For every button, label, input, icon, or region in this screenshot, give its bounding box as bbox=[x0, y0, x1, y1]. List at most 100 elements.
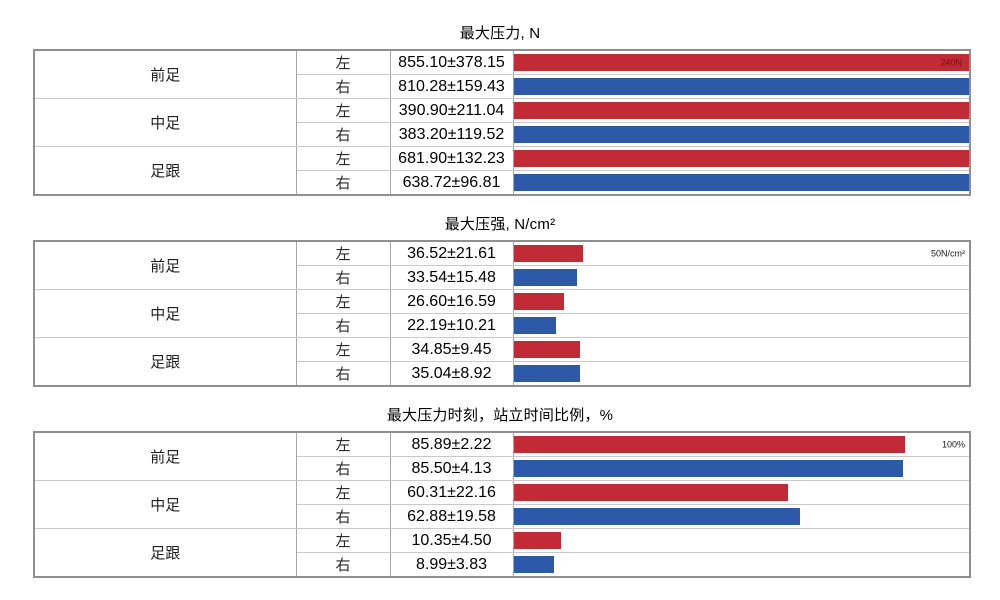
value-cell: 638.72±96.81 bbox=[390, 170, 514, 195]
region-cell: 前足 bbox=[34, 432, 297, 481]
left-pressure-bar bbox=[513, 532, 561, 549]
bar-cell bbox=[513, 337, 971, 362]
bar-cell bbox=[513, 456, 971, 481]
side-cell: 右 bbox=[296, 265, 391, 290]
side-cell: 左 bbox=[296, 241, 391, 266]
side-cell: 左 bbox=[296, 98, 391, 123]
side-cell: 左 bbox=[296, 289, 391, 314]
table-row: 右 810.28±159.43 bbox=[34, 74, 971, 99]
value-cell: 8.99±3.83 bbox=[390, 552, 514, 577]
right-pressure-bar bbox=[513, 460, 903, 477]
left-pressure-bar bbox=[513, 245, 583, 262]
bar-cell bbox=[513, 552, 971, 577]
left-pressure-bar bbox=[513, 293, 564, 310]
table-row: 中足左 390.90±211.04 bbox=[34, 98, 971, 147]
right-pressure-bar bbox=[513, 78, 969, 95]
table-row: 右 8.99±3.83 bbox=[34, 552, 971, 577]
side-cell: 右 bbox=[296, 122, 391, 147]
table-row: 中足左 60.31±22.16 bbox=[34, 480, 971, 529]
value-cell: 855.10±378.15 bbox=[390, 50, 514, 75]
table-row: 右 62.88±19.58 bbox=[34, 504, 971, 529]
side-cell: 右 bbox=[296, 504, 391, 529]
right-pressure-bar bbox=[513, 317, 556, 334]
value-cell: 85.50±4.13 bbox=[390, 456, 514, 481]
bar-cell: 240N bbox=[513, 50, 971, 75]
charts-container: 最大压力, N 前足左 855.10±378.15 240N 右 810.28±159.4… bbox=[0, 22, 1000, 578]
right-pressure-bar bbox=[513, 508, 800, 525]
left-pressure-bar bbox=[513, 341, 580, 358]
value-cell: 390.90±211.04 bbox=[390, 98, 514, 123]
pressure-table: 前足左 855.10±378.15 240N 右 810.28±159.43 中足左 390… bbox=[33, 49, 971, 196]
region-cell: 足跟 bbox=[34, 528, 297, 578]
left-pressure-bar bbox=[513, 102, 969, 119]
value-cell: 810.28±159.43 bbox=[390, 74, 514, 99]
side-cell: 右 bbox=[296, 74, 391, 99]
region-cell: 中足 bbox=[34, 289, 297, 338]
table-row: 右 383.20±119.52 bbox=[34, 122, 971, 147]
bar-cell bbox=[513, 504, 971, 529]
table-row: 右 22.19±10.21 bbox=[34, 313, 971, 338]
bar-cell: 50N/cm² bbox=[513, 241, 971, 266]
value-cell: 85.89±2.22 bbox=[390, 432, 514, 457]
table-row: 前足左 85.89±2.22 100% bbox=[34, 432, 971, 481]
chart-title: 最大压力时刻，站立时间比例，% bbox=[386, 407, 614, 424]
side-cell: 左 bbox=[296, 528, 391, 553]
bar-scale-label: 240N bbox=[940, 57, 962, 67]
bar-scale-label: 50N/cm² bbox=[930, 248, 965, 258]
side-cell: 左 bbox=[296, 432, 391, 457]
side-cell: 右 bbox=[296, 456, 391, 481]
bar-cell bbox=[513, 122, 971, 147]
bar-cell bbox=[513, 98, 971, 123]
value-cell: 22.19±10.21 bbox=[390, 313, 514, 338]
side-cell: 右 bbox=[296, 313, 391, 338]
value-cell: 35.04±8.92 bbox=[390, 361, 514, 386]
bar-cell bbox=[513, 146, 971, 171]
table-row: 足跟左 681.90±132.23 bbox=[34, 146, 971, 196]
table-row: 中足左 26.60±16.59 bbox=[34, 289, 971, 338]
chart-block-1: 最大压力, N 前足左 855.10±378.15 240N 右 810.28±159.4… bbox=[0, 22, 1000, 196]
region-cell: 足跟 bbox=[34, 146, 297, 196]
region-cell: 足跟 bbox=[34, 337, 297, 387]
table-row: 前足左 855.10±378.15 240N bbox=[34, 50, 971, 99]
table-row: 足跟左 10.35±4.50 bbox=[34, 528, 971, 578]
region-cell: 中足 bbox=[34, 98, 297, 147]
value-cell: 36.52±21.61 bbox=[390, 241, 514, 266]
right-pressure-bar bbox=[513, 126, 969, 143]
left-pressure-bar bbox=[513, 436, 905, 453]
side-cell: 右 bbox=[296, 552, 391, 577]
report-page: 最大压力, N 前足左 855.10±378.15 240N 右 810.28±159.4… bbox=[0, 22, 1000, 600]
bar-cell bbox=[513, 480, 971, 505]
table-row: 右 85.50±4.13 bbox=[34, 456, 971, 481]
chart-block-3: 最大压力时刻，站立时间比例，% 前足左 85.89±2.22 100% 右 85.50±4… bbox=[0, 404, 1000, 578]
region-cell: 前足 bbox=[34, 241, 297, 290]
left-pressure-bar bbox=[513, 484, 789, 501]
left-pressure-bar bbox=[513, 54, 969, 71]
bar-cell bbox=[513, 528, 971, 553]
pressure-table: 前足左 85.89±2.22 100% 右 85.50±4.13 中足左 60.31±22.… bbox=[33, 431, 971, 578]
side-cell: 左 bbox=[296, 480, 391, 505]
table-row: 前足左 36.52±21.61 50N/cm² bbox=[34, 241, 971, 290]
bar-cell bbox=[513, 361, 971, 386]
table-row: 右 33.54±15.48 bbox=[34, 265, 971, 290]
side-cell: 左 bbox=[296, 337, 391, 362]
value-cell: 34.85±9.45 bbox=[390, 337, 514, 362]
value-cell: 26.60±16.59 bbox=[390, 289, 514, 314]
region-cell: 中足 bbox=[34, 480, 297, 529]
bar-cell bbox=[513, 313, 971, 338]
value-cell: 62.88±19.58 bbox=[390, 504, 514, 529]
table-row: 右 35.04±8.92 bbox=[34, 361, 971, 386]
side-cell: 左 bbox=[296, 50, 391, 75]
bar-cell: 100% bbox=[513, 432, 971, 457]
bar-cell bbox=[513, 289, 971, 314]
value-cell: 681.90±132.23 bbox=[390, 146, 514, 171]
table-row: 足跟左 34.85±9.45 bbox=[34, 337, 971, 387]
value-cell: 383.20±119.52 bbox=[390, 122, 514, 147]
right-pressure-bar bbox=[513, 365, 580, 382]
region-cell: 前足 bbox=[34, 50, 297, 99]
value-cell: 33.54±15.48 bbox=[390, 265, 514, 290]
right-pressure-bar bbox=[513, 174, 969, 191]
side-cell: 左 bbox=[296, 146, 391, 171]
table-row: 右 638.72±96.81 bbox=[34, 170, 971, 195]
pressure-table: 前足左 36.52±21.61 50N/cm² 右 33.54±15.48 中足左 26.6… bbox=[33, 240, 971, 387]
chart-title: 最大压强, N/cm² bbox=[444, 216, 556, 233]
